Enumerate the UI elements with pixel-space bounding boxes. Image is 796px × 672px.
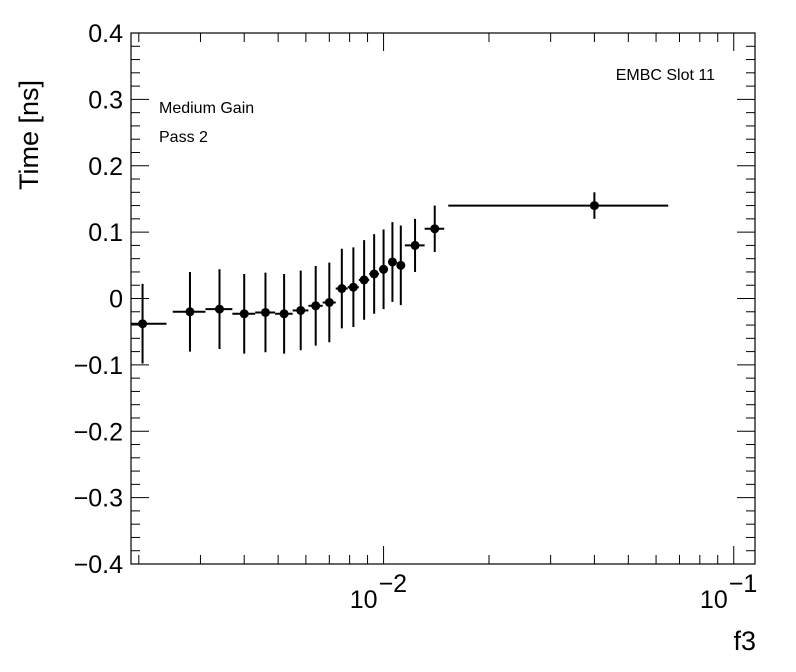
point-marker (296, 305, 306, 315)
point-marker (239, 309, 249, 319)
x-tick-labels: 10−210−1 (350, 570, 758, 614)
data-point (347, 247, 359, 328)
point-marker (324, 297, 334, 307)
x-tick-label: 10−1 (700, 570, 757, 614)
point-marker (185, 307, 195, 317)
annotation-pass: Pass 2 (159, 129, 208, 146)
point-marker (369, 269, 379, 279)
data-point (322, 262, 336, 343)
annotation-slot: EMBC Slot 11 (616, 67, 715, 84)
data-point (308, 265, 323, 346)
point-marker (214, 304, 224, 314)
plot-frame (130, 32, 756, 565)
data-point (172, 271, 206, 352)
data-point (255, 272, 276, 353)
x-tick-label: 10−2 (350, 570, 407, 614)
y-tick-label: −0.3 (74, 485, 123, 513)
data-point (424, 205, 445, 253)
x-tick-exponent: −1 (729, 570, 758, 598)
point-marker (379, 264, 389, 274)
y-tick-label: −0.1 (74, 352, 123, 380)
y-tick-label: −0.4 (74, 551, 123, 579)
point-marker (260, 307, 270, 317)
data-point (369, 234, 379, 314)
data-point (387, 222, 397, 302)
data-point (404, 218, 425, 272)
data-marks (131, 192, 669, 364)
y-tick-label: 0 (109, 286, 123, 314)
x-tick-exponent: −2 (379, 570, 408, 598)
point-marker (337, 284, 347, 294)
y-tick-label: 0.1 (88, 219, 123, 247)
y-axis-label: Time [ns] (14, 80, 44, 190)
x-tick-base: 10 (350, 586, 378, 614)
point-marker (138, 319, 148, 329)
data-point (131, 283, 167, 364)
x-axis-label: f3 (733, 626, 756, 656)
point-marker (387, 257, 397, 267)
point-marker (396, 260, 406, 270)
data-point (205, 269, 233, 349)
y-tick-labels: −0.4 −0.3 −0.2 −0.1 0 0.1 0.2 0.3 0.4 (74, 20, 123, 579)
annotation-gain: Medium Gain (159, 100, 254, 117)
x-tick-base: 10 (700, 586, 728, 614)
y-tick-label: 0.2 (88, 153, 123, 181)
data-point (358, 240, 370, 320)
data-point (396, 225, 406, 306)
point-marker (589, 201, 599, 211)
y-tick-label: 0.3 (88, 86, 123, 114)
point-marker (410, 240, 420, 250)
data-point (232, 273, 256, 354)
data-point (292, 270, 309, 351)
data-point (335, 248, 348, 329)
point-marker (279, 309, 289, 319)
data-point (275, 273, 293, 354)
data-point (378, 229, 389, 310)
point-marker (348, 282, 358, 292)
point-marker (311, 301, 321, 311)
point-marker (359, 275, 369, 285)
y-tick-label: 0.4 (88, 20, 123, 48)
y-tick-label: −0.2 (74, 418, 123, 446)
data-point (448, 192, 669, 219)
point-marker (430, 224, 440, 234)
